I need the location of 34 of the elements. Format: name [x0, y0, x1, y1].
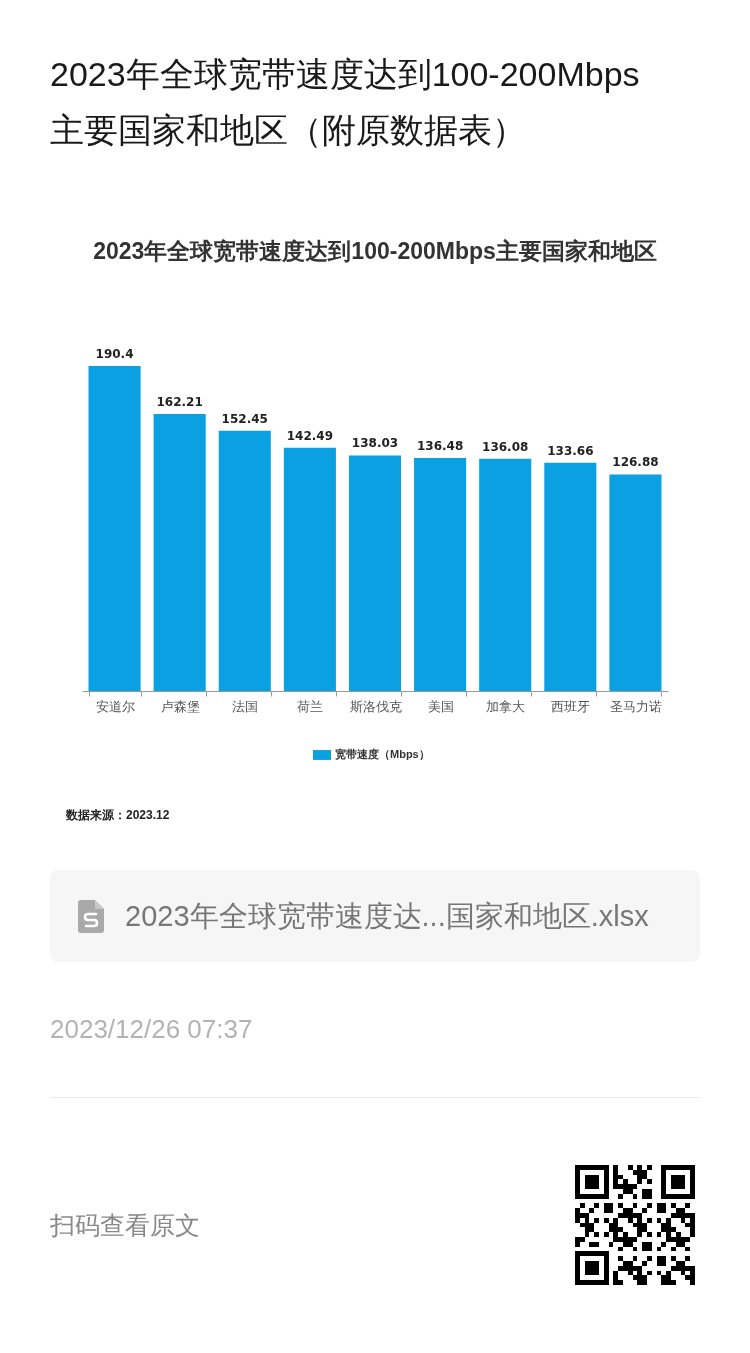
x-tick-label: 法国 [232, 698, 259, 714]
chart-subtitle: 2023年全球宽带速度达到100-200Mbps主要国家和地区 [92, 237, 658, 266]
data-label: 126.88 [612, 455, 659, 470]
data-label: 133.66 [547, 443, 594, 458]
bar [153, 414, 206, 691]
x-tick-label: 卢森堡 [160, 698, 200, 714]
data-label: 136.08 [482, 439, 529, 454]
bar [283, 447, 336, 691]
legend-label: 宽带速度（Mbps） [335, 748, 430, 761]
x-tick-label: 荷兰 [297, 698, 324, 714]
data-label: 152.45 [221, 411, 268, 426]
bar [348, 455, 402, 691]
bar [88, 366, 141, 691]
data-label: 162.21 [156, 395, 203, 410]
data-label: 190.4 [95, 347, 134, 361]
data-label: 138.03 [351, 436, 399, 451]
x-tick-label: 西班牙 [551, 698, 591, 714]
text: 2023/12/26 07:37 [50, 1014, 253, 1045]
bar [414, 458, 467, 691]
data-label: 136.48 [416, 439, 464, 454]
source-note: 数据来源：2023.12 [66, 807, 170, 824]
x-tick-label: 加拿大 [486, 698, 526, 714]
x-tick-label: 美国 [427, 698, 454, 714]
file-card: 2023年全球宽带速度达...国家和地区.xlsx [50, 870, 700, 962]
bar [544, 462, 597, 691]
text: 扫码查看原文 [50, 1210, 200, 1241]
data-label: 142.49 [286, 428, 334, 443]
bar [479, 458, 532, 691]
bar [609, 474, 662, 691]
x-tick-label: 斯洛伐克 [349, 698, 402, 714]
x-tick-label: 圣马力诺 [609, 698, 662, 714]
x-tick-label: 安道尔 [95, 698, 135, 714]
bar [218, 430, 271, 691]
chart-title: 2023年全球宽带速度达到100-200Mbps主要国家和地区（附原数据表） [50, 54, 641, 151]
